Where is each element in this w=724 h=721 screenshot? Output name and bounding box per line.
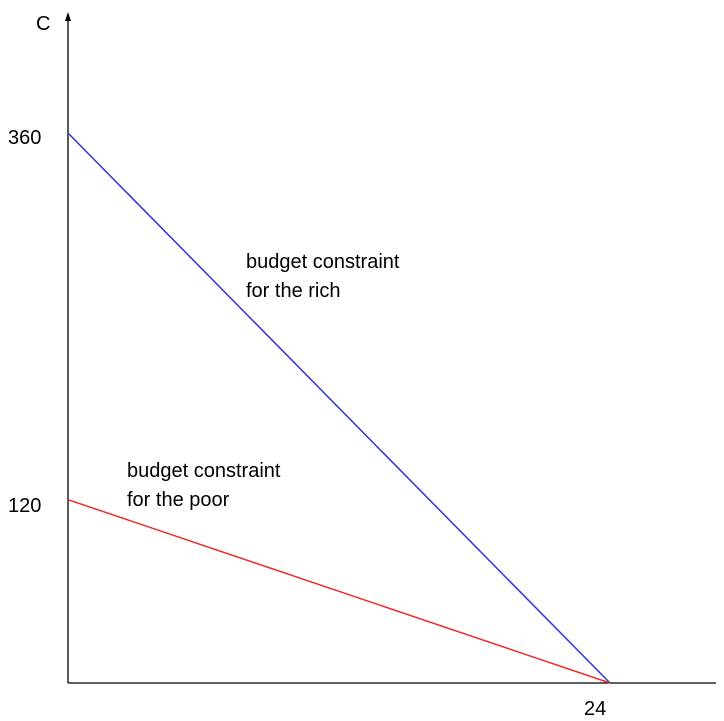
poor-line-label: budget constraint for the poor — [127, 460, 286, 511]
y-axis-label: C — [36, 13, 50, 35]
rich-line-label-line2: for the rich — [246, 280, 340, 302]
poor-line-label-line2: for the poor — [127, 489, 230, 511]
rich-line-label: budget constraint for the rich — [246, 251, 405, 302]
y-tick-label-360: 360 — [8, 127, 41, 149]
y-tick-label-120: 120 — [8, 495, 41, 517]
rich-line-label-line1: budget constraint — [246, 251, 400, 273]
poor-line-label-line1: budget constraint — [127, 460, 281, 482]
poor-budget-line — [68, 500, 610, 683]
y-axis-arrowhead — [65, 12, 71, 21]
rich-budget-line — [68, 133, 610, 683]
x-tick-label-24: 24 — [584, 698, 606, 720]
